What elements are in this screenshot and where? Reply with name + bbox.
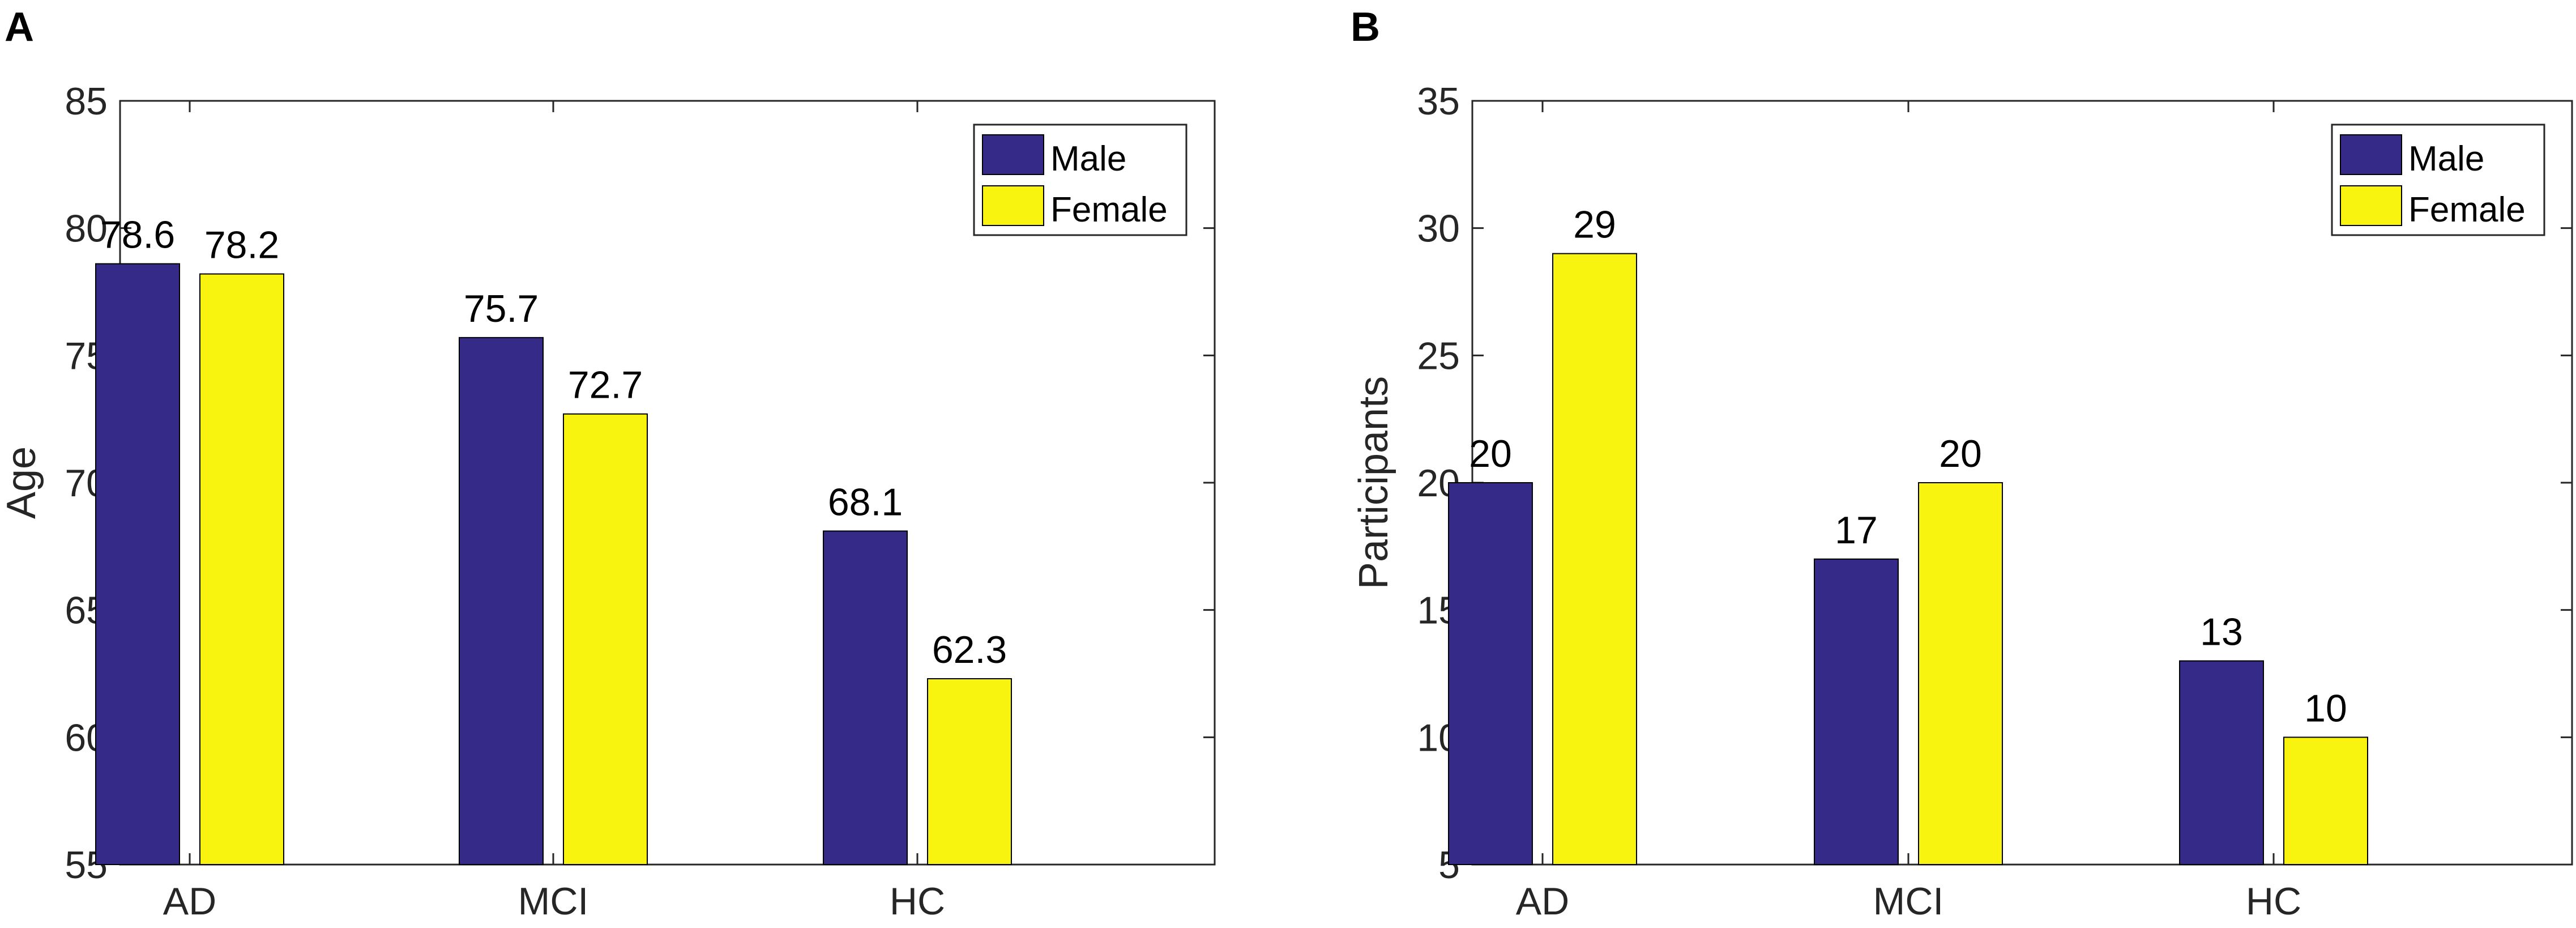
panel-b-legend-male-label: Male xyxy=(2408,139,2484,178)
panel-b-x-axis: AD MCI HC xyxy=(1516,101,2301,923)
panel-a-value-label-male-ad: 78.6 xyxy=(100,214,175,257)
panel-a-letter: A xyxy=(5,5,34,50)
panel-b-legend-female-label: Female xyxy=(2408,190,2526,229)
panel-b-bar-female-ad xyxy=(1552,253,1637,866)
panel-b-legend: Male Female xyxy=(2331,124,2545,236)
panel-b-bar-male-ad xyxy=(1448,482,1533,865)
panel-a-legend-female-label: Female xyxy=(1050,190,1168,229)
panel-a-bar-female-mci xyxy=(563,413,648,865)
panel-b-value-label-female-mci: 20 xyxy=(1939,432,1982,475)
panel-a-x-axis: AD MCI HC xyxy=(163,101,945,923)
panel-a-legend: Male Female xyxy=(973,124,1187,236)
panel-b-xtick-label-hc: HC xyxy=(2246,880,2301,923)
panel-b-value-label-male-hc: 13 xyxy=(2200,611,2243,654)
panel-a-xtick-label-mci: MCI xyxy=(518,880,589,923)
panel-b-y-axis: 5101520253035 xyxy=(1417,80,2572,887)
panel-b-bar-female-hc xyxy=(2283,737,2368,866)
panel-b-value-label-male-mci: 17 xyxy=(1835,509,1878,552)
panel-b-value-label-female-hc: 10 xyxy=(2304,687,2347,730)
panel-a-value-label-female-hc: 62.3 xyxy=(932,628,1007,671)
panel-a-bar-female-ad xyxy=(199,273,284,866)
panel-b-value-label-male-ad: 20 xyxy=(1469,432,1512,475)
panel-b-letter: B xyxy=(1351,5,1380,50)
panel-b-value-label-female-ad: 29 xyxy=(1573,203,1616,246)
panel-b-ytick-label: 35 xyxy=(1417,80,1460,123)
panel-b-bar-male-mci xyxy=(1814,558,1899,865)
panel-a-value-label-female-mci: 72.7 xyxy=(568,364,643,407)
panel-a-ytick-label: 80 xyxy=(65,207,108,250)
panel-a-ytick-label: 85 xyxy=(65,80,108,123)
panel-b-ytick-label: 25 xyxy=(1417,334,1460,377)
panel-b-xtick-label-ad: AD xyxy=(1516,880,1569,923)
panel-a-bar-male-hc xyxy=(823,530,908,865)
panel-b-bar-female-mci xyxy=(1918,482,2003,865)
panel-a-value-label-female-ad: 78.2 xyxy=(204,224,279,267)
panel-a-legend-male-label: Male xyxy=(1050,139,1126,178)
panel-b-y-axis-label: Participants xyxy=(1351,376,1396,589)
panel-b-xtick-label-mci: MCI xyxy=(1873,880,1944,923)
panel-a-bars: 78.6 75.7 68.1 78.2 72.7 62.3 xyxy=(95,214,1012,866)
panel-a-legend-male-swatch xyxy=(982,134,1044,175)
panel-a-bar-male-ad xyxy=(95,263,180,865)
panel-b-legend-male-swatch xyxy=(2340,134,2402,175)
panel-a-bar-male-mci xyxy=(459,337,544,865)
panel-b-ytick-label: 30 xyxy=(1417,207,1460,250)
panel-b-bar-male-hc xyxy=(2179,660,2264,865)
panel-a-xtick-label-ad: AD xyxy=(163,880,216,923)
panel-a-y-axis-label: Age xyxy=(0,446,44,519)
panel-a-xtick-label-hc: HC xyxy=(890,880,945,923)
panel-b-bars: 20 17 13 29 20 10 xyxy=(1448,203,2368,866)
panel-a-legend-female-swatch xyxy=(982,185,1044,226)
panel-a-value-label-male-hc: 68.1 xyxy=(828,480,903,523)
panel-a-bar-female-hc xyxy=(927,678,1012,866)
panel-a-value-label-male-mci: 75.7 xyxy=(464,287,539,330)
panel-b-legend-female-swatch xyxy=(2340,185,2402,226)
